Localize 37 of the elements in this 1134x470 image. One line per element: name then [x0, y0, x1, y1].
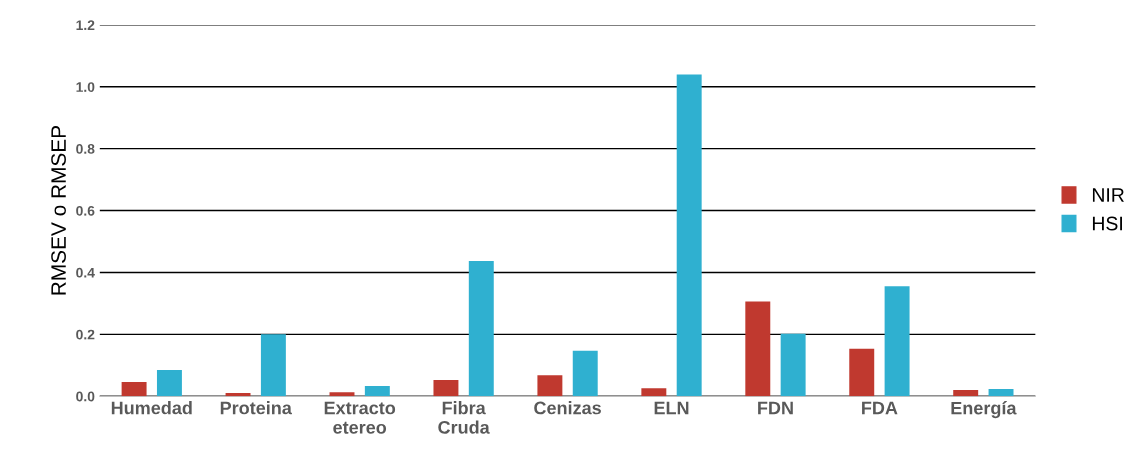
bar: [260, 334, 286, 397]
bar: [780, 333, 806, 397]
x-tick-label: FDA: [862, 401, 898, 415]
x-tick-label: Energía: [951, 401, 1017, 419]
x-tick-label: Cenizas: [534, 401, 601, 415]
bar: [884, 286, 910, 397]
bar: [329, 392, 355, 397]
y-tick-label: 1.0: [76, 82, 95, 92]
bar: [468, 260, 494, 397]
y-axis-title: RMSEV o RMSEP: [51, 125, 66, 295]
bar: [849, 348, 875, 397]
x-tick-label: Humedad: [111, 401, 192, 415]
bar: [641, 388, 667, 397]
bar: [225, 393, 251, 397]
x-tick-label: Proteina: [220, 401, 292, 415]
bar: [433, 380, 459, 397]
bar: [121, 381, 147, 397]
y-tick-label: 1.2: [76, 20, 95, 30]
x-tick-label: ELN: [654, 401, 689, 415]
x-tick-label: Extracto etereo: [324, 401, 396, 434]
legend-label: NIR: [1092, 188, 1124, 202]
bar: [572, 350, 598, 397]
y-tick-label: 0.6: [76, 205, 95, 216]
legend-label: HSI: [1092, 216, 1122, 231]
y-tick-label: 0.8: [76, 144, 95, 154]
x-tick-label: Fibra Cruda: [438, 401, 490, 434]
bar: [156, 369, 182, 397]
bar: [988, 389, 1014, 397]
bar: [953, 390, 979, 397]
y-tick-label: 0.0: [76, 391, 95, 402]
y-tick-label: 0.2: [76, 329, 95, 340]
bar: [537, 375, 563, 397]
y-tick-label: 0.4: [76, 267, 95, 278]
bar: [364, 386, 390, 397]
x-tick-label: FDN: [758, 401, 793, 415]
bar: [676, 74, 702, 397]
bar: [745, 301, 771, 397]
